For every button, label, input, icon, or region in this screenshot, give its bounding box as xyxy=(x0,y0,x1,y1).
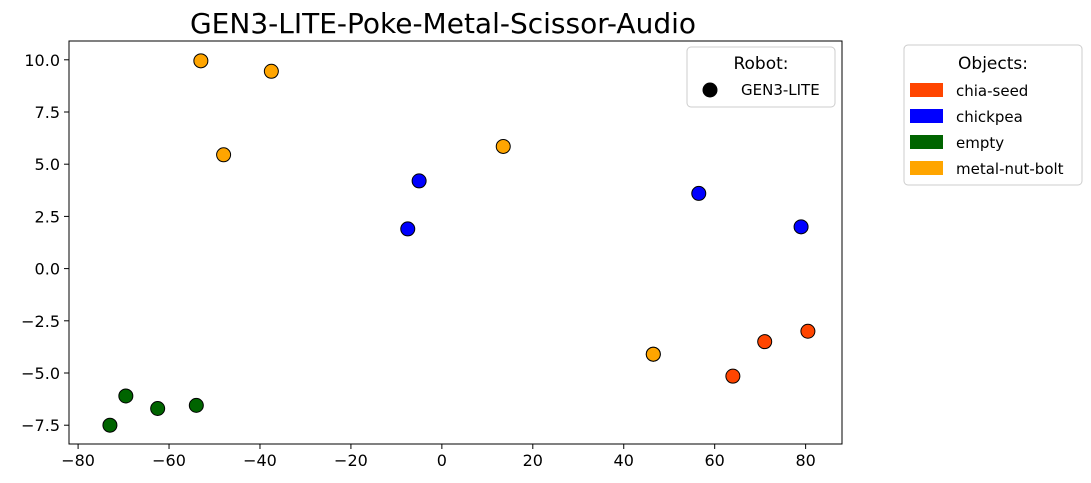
objects-legend-title: Objects: xyxy=(958,54,1028,74)
y-tick-label: −2.5 xyxy=(21,312,60,331)
data-point-metal-nut-bolt xyxy=(193,53,209,69)
legend-label-chia-seed: chia-seed xyxy=(956,82,1028,100)
y-tick-label: 2.5 xyxy=(35,207,60,226)
robot-legend-label: GEN3-LITE xyxy=(741,81,820,99)
y-tick-label: −5.0 xyxy=(21,364,60,383)
legend-swatch-chia-seed xyxy=(910,83,943,97)
x-tick-label: 20 xyxy=(523,451,543,470)
legend-label-metal-nut-bolt: metal-nut-bolt xyxy=(956,160,1064,178)
legend-swatch-empty xyxy=(910,135,943,149)
robot-legend-marker xyxy=(702,82,718,98)
y-tick-label: −7.5 xyxy=(21,416,60,435)
plot-area xyxy=(68,40,843,445)
x-tick-label: 40 xyxy=(614,451,634,470)
objects-legend: Objects: chia-seed chickpea empty metal-… xyxy=(903,44,1083,186)
legend-label-chickpea: chickpea xyxy=(956,108,1023,126)
y-tick-label: 5.0 xyxy=(35,155,60,174)
objects-legend-box xyxy=(903,44,1083,186)
x-tick-label: 0 xyxy=(437,451,447,470)
data-point-metal-nut-bolt xyxy=(216,147,232,163)
data-point-empty xyxy=(150,401,166,417)
y-tick-label: 7.5 xyxy=(35,103,60,122)
x-tick-label: −40 xyxy=(243,451,277,470)
data-point-chickpea xyxy=(793,219,809,235)
data-point-metal-nut-bolt xyxy=(645,346,661,362)
data-point-metal-nut-bolt xyxy=(495,138,511,154)
robot-legend-box xyxy=(686,46,836,108)
data-point-empty xyxy=(102,417,118,433)
robot-legend: Robot: GEN3-LITE xyxy=(686,46,836,108)
y-tick-label: 0.0 xyxy=(35,260,60,279)
x-tick-label: 80 xyxy=(795,451,815,470)
data-point-chickpea xyxy=(691,185,707,201)
data-point-chia-seed xyxy=(757,334,773,350)
legend-label-empty: empty xyxy=(956,134,1004,152)
chart-title: GEN3-LITE-Poke-Metal-Scissor-Audio xyxy=(190,7,696,40)
x-axis: −80 −60 −40 −20 0 20 40 60 80 xyxy=(61,444,816,470)
x-tick-label: −20 xyxy=(334,451,368,470)
legend-swatch-chickpea xyxy=(910,109,943,123)
legend-swatch-metal-nut-bolt xyxy=(910,161,943,175)
x-tick-label: 60 xyxy=(705,451,725,470)
data-point-chickpea xyxy=(400,221,416,237)
data-point-chickpea xyxy=(411,173,427,189)
x-tick-label: −80 xyxy=(61,451,95,470)
data-point-metal-nut-bolt xyxy=(263,63,279,79)
data-points xyxy=(102,53,816,433)
data-point-empty xyxy=(118,388,134,404)
data-point-chia-seed xyxy=(725,368,741,384)
data-point-empty xyxy=(188,397,204,413)
x-tick-label: −60 xyxy=(152,451,186,470)
y-axis: −7.5 −5.0 −2.5 0.0 2.5 5.0 7.5 10.0 xyxy=(21,51,69,435)
robot-legend-title: Robot: xyxy=(733,54,788,74)
y-tick-label: 10.0 xyxy=(24,51,60,70)
data-point-chia-seed xyxy=(800,323,816,339)
